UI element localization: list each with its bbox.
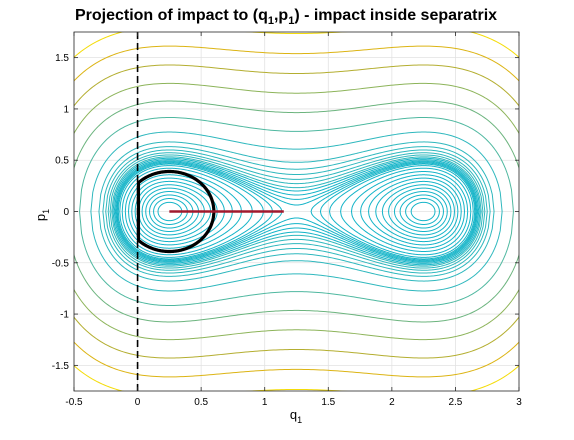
y-axis-label-main: p	[33, 214, 48, 221]
x-axis-label-subscript: 1	[297, 415, 302, 425]
y-axis-label: p1	[33, 209, 51, 221]
x-tick-label: 0.5	[194, 397, 208, 408]
contour-line-33	[109, 154, 484, 269]
impact-trajectory-curve	[136, 169, 216, 254]
chart-title-subscript-1: 1	[268, 15, 274, 27]
x-tick-label: 2	[389, 397, 395, 408]
y-tick-label: 1	[63, 104, 69, 115]
contour-line-32	[111, 156, 482, 267]
contour-line-25	[319, 163, 476, 260]
x-tick-label: 2.5	[448, 397, 462, 408]
contour-line-37	[98, 141, 495, 282]
contour-line-36	[102, 146, 491, 277]
contour-line-34	[107, 152, 486, 271]
contour-line-1	[410, 201, 436, 222]
axis-ticks: -0.5 0 0.5 1 1.5 2 2.5 3 -1.5 -1 -0.5 0 0.5 1 1.5	[52, 32, 522, 408]
contour-line-17	[360, 174, 466, 249]
chart-title-main: Projection of impact to (q	[75, 7, 268, 24]
chart-title-subscript-2: 1	[288, 15, 294, 27]
contour-line-13	[375, 180, 459, 243]
contour-line-19	[350, 171, 469, 252]
x-tick-label: 0	[135, 397, 141, 408]
contour-line-40	[74, 100, 519, 323]
y-tick-label: -1.5	[52, 361, 70, 372]
chart-title: Projection of impact to (q1,p1) - impact…	[75, 7, 497, 27]
contour-line-42	[74, 64, 519, 359]
contour-line-5	[399, 194, 444, 229]
contour-line-30	[113, 159, 480, 264]
contour-line-15	[368, 177, 462, 246]
contour-line-43	[74, 45, 519, 378]
chart-title-mid: ,p	[274, 7, 288, 24]
contour-line-11	[381, 184, 455, 239]
x-tick-label: 1.5	[321, 397, 335, 408]
y-tick-label: 0.5	[55, 156, 69, 167]
x-tick-label: 1	[262, 397, 268, 408]
y-tick-label: 1.5	[55, 53, 69, 64]
contour-line-29	[114, 160, 479, 263]
contour-line-23	[329, 165, 474, 258]
phase-portrait-contours	[74, 32, 519, 391]
y-tick-label: 0	[63, 207, 69, 218]
contour-line-41	[74, 82, 519, 341]
contour-line-21	[340, 167, 472, 256]
contour-line-39	[79, 116, 514, 307]
contour-line-31	[112, 157, 481, 266]
y-tick-label: -0.5	[52, 258, 70, 269]
contour-line-27	[310, 162, 477, 261]
contour-line-7	[393, 191, 448, 232]
contour-line-3	[405, 198, 440, 225]
x-axis-label-main: q	[290, 407, 297, 422]
impact-overlays	[136, 32, 284, 391]
chart-title-end: ) - impact inside separatrix	[294, 7, 497, 24]
contour-line-9	[388, 187, 452, 236]
contour-line-38	[90, 131, 503, 292]
y-tick-label: -1	[60, 310, 69, 321]
contour-line-28	[115, 161, 478, 262]
y-axis-label-subscript: 1	[41, 209, 51, 214]
x-tick-label: -0.5	[65, 397, 83, 408]
x-axis-label: q1	[290, 407, 302, 425]
x-tick-label: 3	[516, 397, 522, 408]
contour-line-35	[105, 149, 488, 274]
